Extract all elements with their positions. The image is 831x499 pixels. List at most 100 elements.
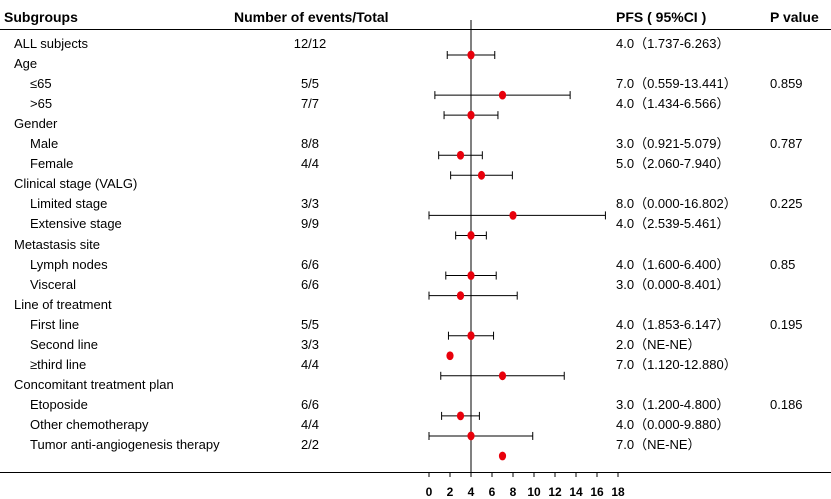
header-rule <box>0 29 831 30</box>
row-pfs: 7.0（NE-NE） <box>616 437 701 452</box>
row-pvalue: 0.186 <box>770 396 803 412</box>
row-pfs: 4.0（1.434-6.566） <box>616 96 730 112</box>
group-row: ALL subjects 12/12 4.0（1.737-6.263） <box>0 34 831 54</box>
row-pfs: 7.0（1.120-12.880） <box>616 356 737 372</box>
group-row: Concomitant treatment plan <box>0 375 831 395</box>
row-label: Etoposide <box>30 396 88 412</box>
row-label: First line <box>30 316 80 332</box>
subgroup-row: First line 5/5 4.0（1.853-6.147） 0.195 <box>0 315 831 335</box>
header-pfs: PFS ( 95%CI ) <box>616 9 707 25</box>
subgroup-row: Second line 3/3 2.0（NE-NE） <box>0 335 831 355</box>
x-tick-label: 0 <box>426 485 433 499</box>
x-tick-label: 16 <box>590 485 604 499</box>
row-pfs: 4.0（1.737-6.263） <box>616 36 730 51</box>
row-label: Line of treatment <box>14 296 112 312</box>
row-events: 5/5 <box>300 76 320 92</box>
row-label: Other chemotherapy <box>30 416 149 432</box>
subgroup-row: >65 7/7 4.0（1.434-6.566） <box>0 94 831 114</box>
row-events: 7/7 <box>300 96 320 112</box>
row-label: Concomitant treatment plan <box>14 376 174 392</box>
row-label: >65 <box>30 96 53 112</box>
subgroup-row: Limited stage 3/3 8.0（0.000-16.802） 0.225 <box>0 194 831 214</box>
row-pvalue: 0.225 <box>770 196 803 212</box>
point-estimate <box>456 291 465 300</box>
row-pfs: 5.0（2.060-7.940） <box>616 156 730 172</box>
row-label: ≥third line <box>30 356 87 372</box>
subgroup-row: ≥third line 4/4 7.0（1.120-12.880） <box>0 355 831 375</box>
subgroup-row: ≤65 5/5 7.0（0.559-13.441） 0.859 <box>0 74 831 94</box>
subgroup-row: Lymph nodes 6/6 4.0（1.600-6.400） 0.85 <box>0 255 831 275</box>
group-row: Age <box>0 54 831 74</box>
subgroup-row: Visceral 6/6 3.0（0.000-8.401） <box>0 275 831 295</box>
row-events: 8/8 <box>300 136 320 152</box>
point-estimate <box>498 371 507 381</box>
row-pvalue: 0.859 <box>770 76 803 92</box>
row-label: ALL subjects <box>14 36 88 51</box>
row-events: 2/2 <box>300 437 320 452</box>
subgroup-row: Extensive stage 9/9 4.0（2.539-5.461） <box>0 214 831 234</box>
header-events: Number of events/Total <box>234 9 389 25</box>
row-events: 4/4 <box>300 356 320 372</box>
subgroup-row: Other chemotherapy 4/4 4.0（0.000-9.880） <box>0 415 831 435</box>
subgroup-row: Tumor anti-angiogenesis therapy 2/2 7.0（NE… <box>0 435 831 455</box>
group-row: Clinical stage (VALG) <box>0 174 831 194</box>
point-estimate <box>467 431 475 441</box>
row-pfs: 3.0（1.200-4.800） <box>616 396 730 412</box>
subgroup-row: Female 4/4 5.0（2.060-7.940） <box>0 154 831 174</box>
x-tick-label: 10 <box>527 485 541 499</box>
row-label: Tumor anti-angiogenesis therapy <box>30 437 220 452</box>
axis-baseline <box>0 472 831 473</box>
header-subgroups: Subgroups <box>4 9 78 25</box>
point-estimate <box>467 50 475 60</box>
row-events: 4/4 <box>300 156 320 172</box>
header-pvalue: P value <box>770 9 819 25</box>
point-estimate <box>456 150 465 160</box>
x-tick-label: 18 <box>611 485 625 499</box>
point-estimate <box>498 90 507 100</box>
point-estimate <box>456 411 465 421</box>
x-tick-label: 14 <box>569 485 583 499</box>
point-estimate <box>498 451 507 461</box>
point-estimate <box>509 211 517 220</box>
row-pvalue: 0.787 <box>770 136 803 152</box>
group-row: Line of treatment <box>0 295 831 315</box>
row-events: 4/4 <box>300 416 320 432</box>
point-estimate <box>467 331 475 341</box>
x-tick-label: 12 <box>548 485 562 499</box>
row-label: Age <box>14 56 38 72</box>
row-pfs: 2.0（NE-NE） <box>616 336 701 352</box>
row-pvalue: 0.195 <box>770 316 803 332</box>
row-pfs: 4.0（1.600-6.400） <box>616 256 730 272</box>
row-pfs: 3.0（0.921-5.079） <box>616 136 730 152</box>
subgroup-row: Male 8/8 3.0（0.921-5.079） 0.787 <box>0 134 831 154</box>
row-label: Male <box>30 136 59 152</box>
row-pfs: 7.0（0.559-13.441） <box>616 76 737 92</box>
x-tick-label: 6 <box>489 485 496 499</box>
row-label: Lymph nodes <box>30 256 108 272</box>
point-estimate <box>467 271 475 280</box>
row-label: Clinical stage (VALG) <box>14 176 138 192</box>
x-tick-label: 4 <box>468 485 475 499</box>
row-label: Gender <box>14 116 58 132</box>
row-label: Limited stage <box>30 196 108 212</box>
row-pfs: 4.0（2.539-5.461） <box>616 216 730 232</box>
row-pfs: 8.0（0.000-16.802） <box>616 196 737 212</box>
group-row: Metastasis site <box>0 235 831 255</box>
row-events: 9/9 <box>300 216 320 232</box>
row-label: Extensive stage <box>30 216 122 232</box>
point-estimate <box>477 170 486 180</box>
row-events: 3/3 <box>300 196 320 212</box>
row-label: ≤65 <box>30 76 52 92</box>
row-events: 3/3 <box>300 336 320 352</box>
group-row: Gender <box>0 114 831 134</box>
point-estimate <box>467 110 475 120</box>
row-pfs: 3.0（0.000-8.401） <box>616 276 730 292</box>
row-events: 6/6 <box>300 276 320 292</box>
row-label: Metastasis site <box>14 236 100 252</box>
row-events: 6/6 <box>300 396 320 412</box>
row-pfs: 4.0（1.853-6.147） <box>616 316 730 332</box>
x-tick-label: 2 <box>447 485 454 499</box>
row-pfs: 4.0（0.000-9.880） <box>616 416 730 432</box>
